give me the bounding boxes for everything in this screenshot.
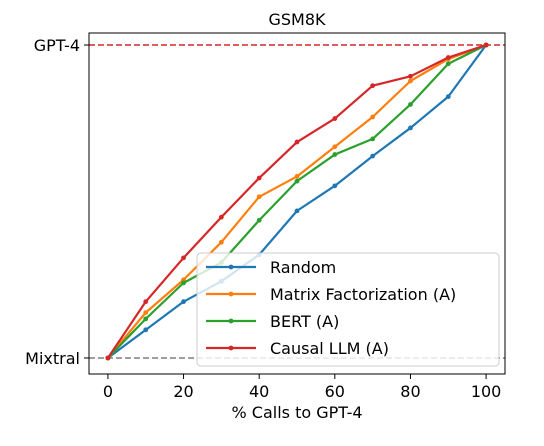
legend-marker bbox=[228, 318, 234, 324]
data-point bbox=[332, 144, 338, 150]
legend-label: BERT (A) bbox=[270, 312, 339, 331]
x-tick-label: 40 bbox=[249, 382, 269, 401]
legend-marker bbox=[228, 345, 234, 351]
data-point bbox=[181, 280, 186, 286]
y-tick-label: Mixtral bbox=[25, 349, 80, 368]
x-tick-label: 20 bbox=[173, 382, 193, 401]
data-point bbox=[483, 42, 489, 48]
data-point bbox=[370, 136, 376, 142]
data-point bbox=[332, 152, 338, 157]
y-tick-label: GPT-4 bbox=[34, 36, 80, 55]
data-point bbox=[218, 239, 224, 245]
data-point bbox=[256, 194, 262, 200]
data-point bbox=[445, 94, 451, 100]
data-point bbox=[370, 114, 376, 120]
data-point bbox=[445, 55, 451, 60]
data-point bbox=[370, 83, 376, 89]
data-point bbox=[181, 255, 186, 261]
series-3 bbox=[105, 42, 489, 361]
data-point bbox=[256, 175, 262, 181]
data-point bbox=[294, 178, 300, 184]
legend-marker bbox=[228, 264, 234, 270]
x-axis-label: % Calls to GPT-4 bbox=[231, 403, 362, 422]
legend-entry: Random bbox=[206, 258, 336, 277]
data-point bbox=[218, 214, 224, 220]
data-point bbox=[143, 310, 149, 316]
x-tick-label: 100 bbox=[471, 382, 502, 401]
data-point bbox=[408, 78, 413, 84]
data-point bbox=[143, 327, 149, 333]
y-axis: Mixtral GPT-4 bbox=[25, 36, 89, 368]
legend-entry: Causal LLM (A) bbox=[206, 339, 389, 358]
x-tick-label: 60 bbox=[325, 382, 345, 401]
data-point bbox=[256, 217, 262, 223]
legend-entry: Matrix Factorization (A) bbox=[206, 285, 456, 304]
legend-entry: BERT (A) bbox=[206, 312, 339, 331]
legend-label: Causal LLM (A) bbox=[270, 339, 389, 358]
data-point bbox=[143, 316, 149, 322]
x-tick-label: 0 bbox=[103, 382, 113, 401]
x-axis: 0 20 40 60 80 100 bbox=[103, 374, 502, 401]
data-point bbox=[332, 183, 338, 189]
legend: Random Matrix Factorization (A) BERT (A) Ca… bbox=[196, 252, 500, 367]
legend-label: Matrix Factorization (A) bbox=[270, 285, 456, 304]
data-point bbox=[408, 102, 413, 107]
data-point bbox=[105, 355, 111, 361]
data-point bbox=[445, 61, 451, 67]
series-0 bbox=[105, 42, 489, 361]
data-point bbox=[370, 153, 376, 159]
series-layer bbox=[105, 42, 489, 361]
data-point bbox=[181, 299, 186, 305]
chart-title: GSM8K bbox=[268, 10, 326, 29]
legend-marker bbox=[228, 291, 234, 297]
data-point bbox=[294, 139, 300, 145]
data-point bbox=[332, 116, 338, 121]
data-point bbox=[294, 174, 300, 179]
x-tick-label: 80 bbox=[400, 382, 420, 401]
legend-label: Random bbox=[270, 258, 336, 277]
legend-box bbox=[196, 252, 500, 367]
data-point bbox=[294, 208, 300, 214]
data-point bbox=[143, 299, 149, 305]
plot-frame bbox=[88, 32, 506, 375]
data-point bbox=[408, 73, 413, 79]
data-point bbox=[408, 125, 413, 131]
